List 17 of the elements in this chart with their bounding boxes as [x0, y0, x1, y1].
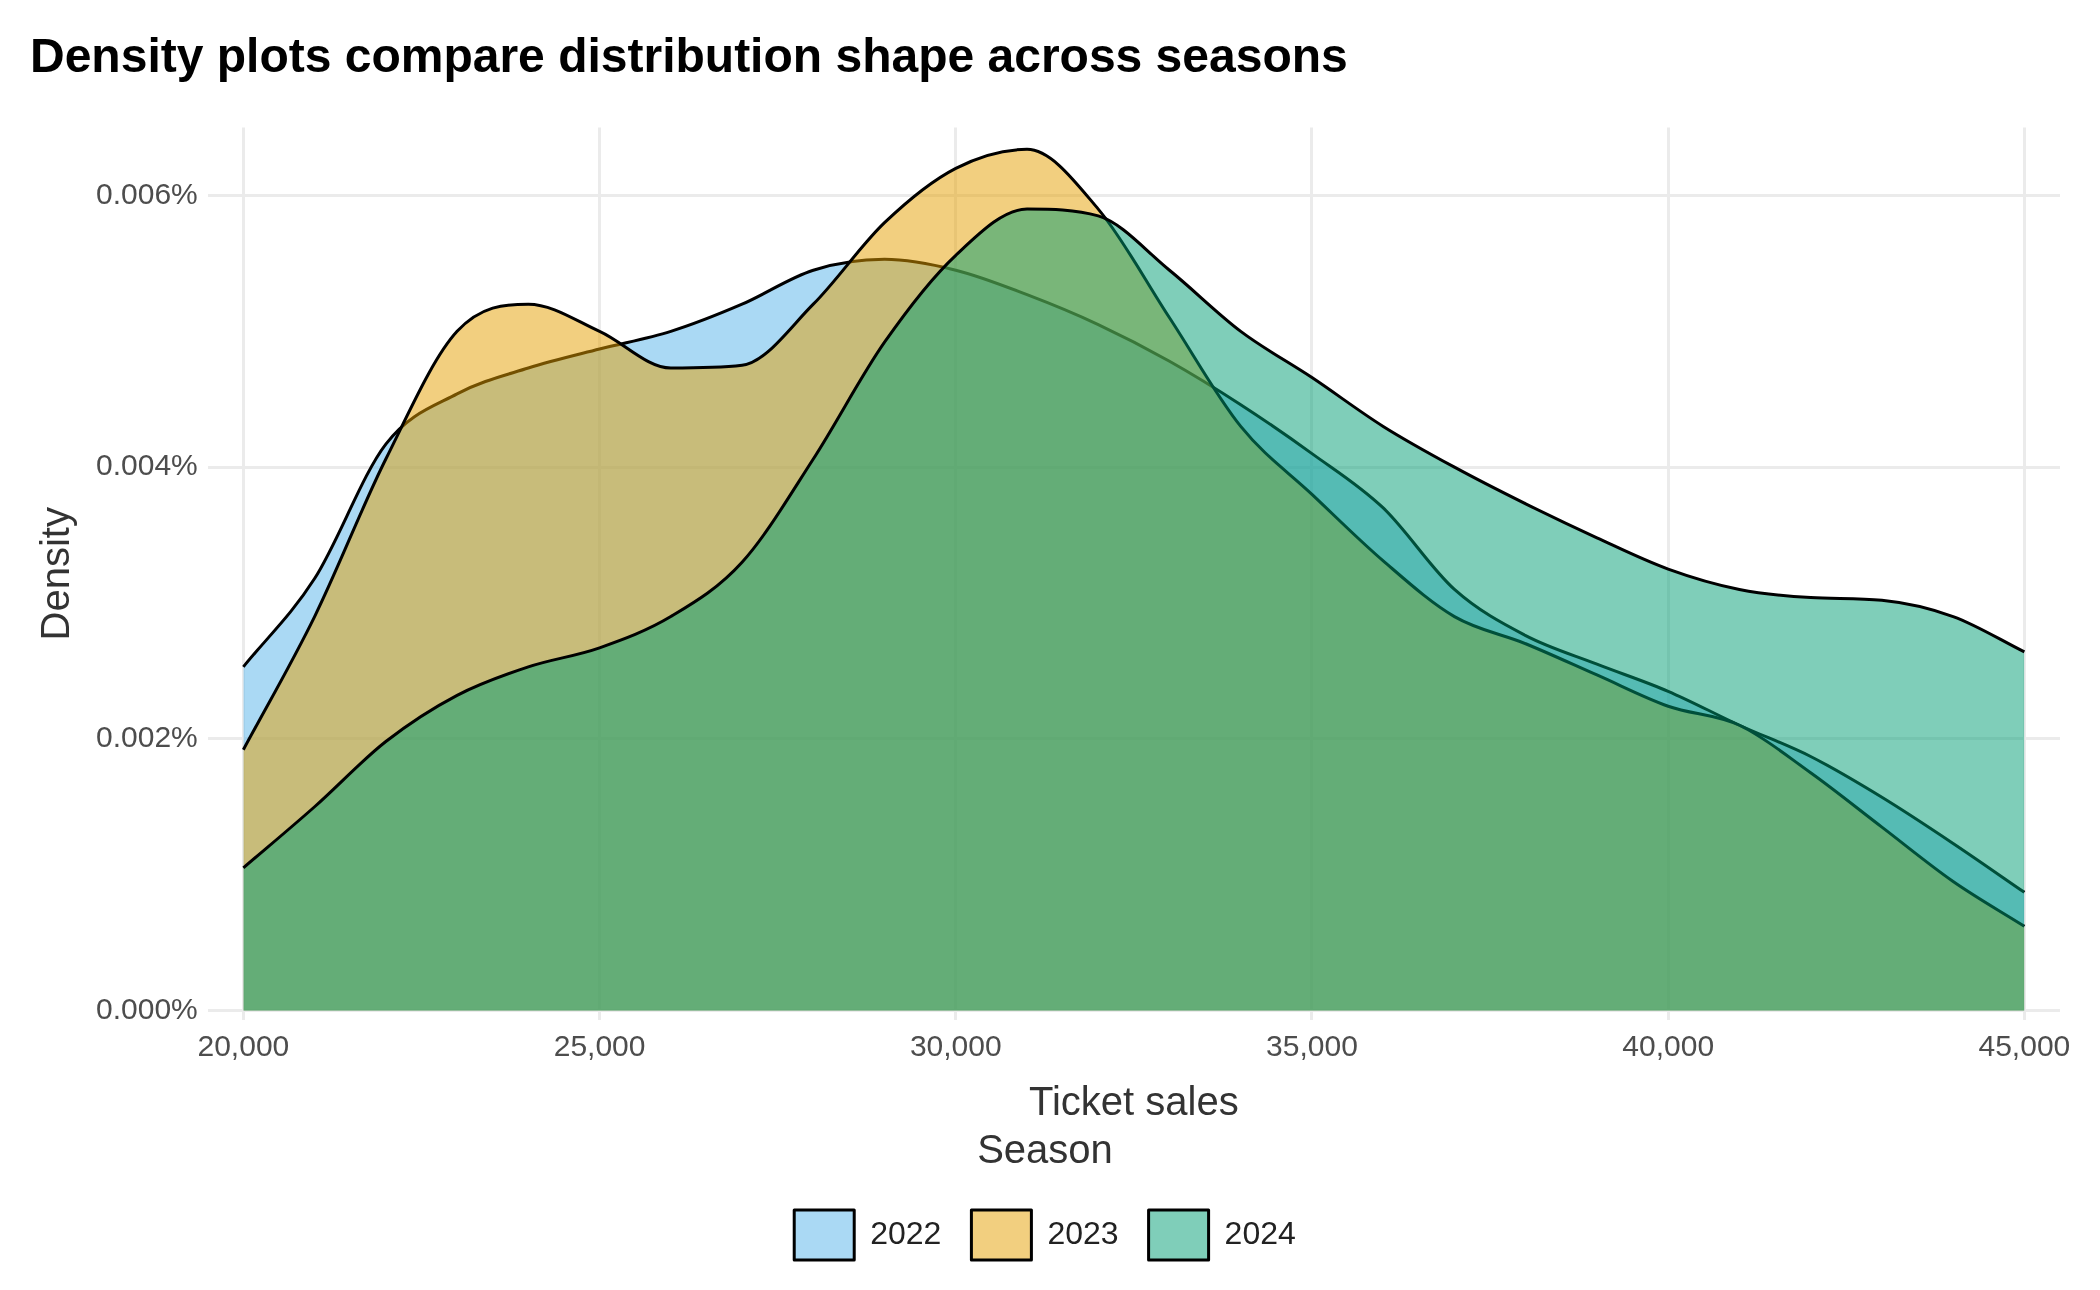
y-tick-label: 0.006% [96, 176, 198, 210]
y-tick-label: 0.004% [96, 448, 198, 482]
legend-label: 2023 [1047, 1214, 1119, 1251]
y-tick-label: 0.000% [96, 991, 198, 1025]
x-tick-label: 30,000 [909, 1029, 1002, 1063]
x-tick-label: 35,000 [1266, 1029, 1358, 1063]
x-tick-label: 25,000 [553, 1029, 646, 1063]
y-axis-title: Density [33, 507, 78, 641]
x-tick-label: 40,000 [1622, 1029, 1715, 1063]
x-axis-title: Ticket sales [1029, 1079, 1239, 1124]
legend-title: Season [977, 1127, 1113, 1172]
legend-label: 2022 [870, 1214, 942, 1251]
y-tick-label: 0.002% [96, 720, 198, 754]
x-tick-label: 45,000 [1978, 1029, 2071, 1063]
legend-label: 2024 [1224, 1214, 1296, 1251]
x-tick-label: 20,000 [197, 1029, 290, 1063]
chart-title: Density plots compare distribution shape across seasons [30, 29, 1348, 83]
